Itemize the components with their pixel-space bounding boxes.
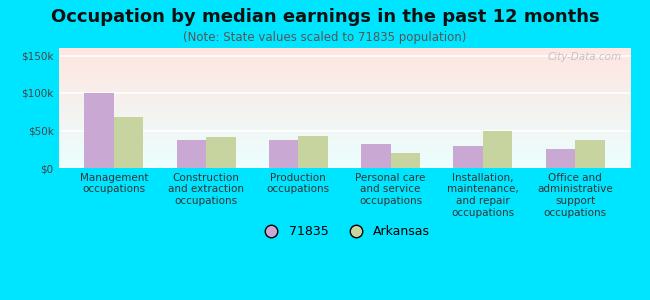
- Bar: [453, 146, 483, 168]
- Text: (Note: State values scaled to 71835 population): (Note: State values scaled to 71835 popu…: [183, 32, 467, 44]
- Text: City-Data.com: City-Data.com: [548, 52, 622, 61]
- Legend: 71835, Arkansas: 71835, Arkansas: [254, 220, 436, 243]
- Bar: [361, 144, 391, 168]
- Bar: [298, 136, 328, 168]
- Text: Occupation by median earnings in the past 12 months: Occupation by median earnings in the pas…: [51, 8, 599, 26]
- Bar: [545, 148, 575, 168]
- Bar: [114, 117, 144, 168]
- Bar: [575, 140, 604, 168]
- Bar: [483, 130, 512, 168]
- Bar: [269, 140, 298, 168]
- Bar: [84, 93, 114, 168]
- Bar: [206, 136, 236, 168]
- Bar: [177, 140, 206, 168]
- Bar: [391, 153, 420, 168]
